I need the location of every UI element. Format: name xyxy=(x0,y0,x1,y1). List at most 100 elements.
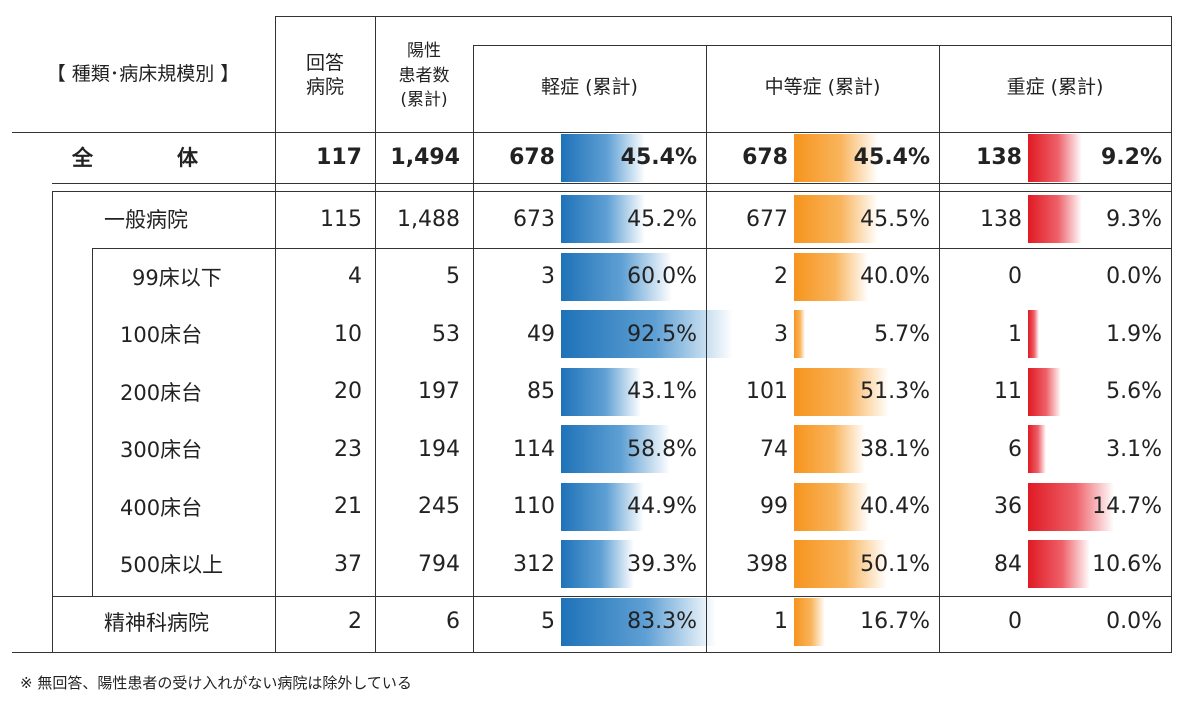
table-row: 300床台 23 194 114 58.8% 74 38.1% 6 3.1% xyxy=(12,421,1172,479)
hospitals-value: 117 xyxy=(316,145,362,171)
severe-ratio-bar xyxy=(1028,310,1039,359)
row-label: 99床以下 xyxy=(132,265,222,290)
mild-count: 114 xyxy=(513,436,555,462)
moderate-count: 3 xyxy=(774,321,788,347)
severity-table: 【 種類･病床規模別 】 回答 病院 陽性 患者数 (累計) 軽症 (累計) 中… xyxy=(12,16,1172,653)
row-label: 200床台 xyxy=(120,380,203,405)
severe-ratio-bar xyxy=(1028,540,1090,589)
table-row: 全 体 117 1,494 678 45.4% 678 45.4% 138 9.2% xyxy=(12,133,1172,191)
moderate-percent: 51.3% xyxy=(860,379,930,405)
severe-count: 0 xyxy=(1008,264,1022,290)
severe-percent: 3.1% xyxy=(1106,436,1162,462)
severe-count: 1 xyxy=(1008,321,1022,347)
patients-header-line2: 患者数 xyxy=(398,65,450,86)
severe-percent: 5.6% xyxy=(1106,379,1162,405)
moderate-ratio-bar xyxy=(794,133,878,182)
row-label: 400床台 xyxy=(120,495,203,520)
patients-value: 5 xyxy=(446,264,460,290)
patients-value: 1,488 xyxy=(397,206,460,232)
mild-count: 312 xyxy=(513,551,555,577)
moderate-count: 678 xyxy=(742,145,788,171)
hospitals-header-line1: 回答 xyxy=(305,52,344,75)
patients-header-line3: (累計) xyxy=(400,90,448,111)
row-label: 精神科病院 xyxy=(104,610,209,635)
severe-count: 138 xyxy=(976,145,1022,171)
moderate-header: 中等症 (累計) xyxy=(764,76,881,99)
moderate-ratio-bar xyxy=(794,367,889,416)
mild-percent: 45.2% xyxy=(627,206,697,232)
severe-ratio-bar xyxy=(1028,425,1046,474)
patients-value: 197 xyxy=(418,379,460,405)
moderate-count: 99 xyxy=(760,494,788,520)
moderate-ratio-bar xyxy=(794,425,865,474)
patients-value: 1,494 xyxy=(390,145,460,171)
mild-ratio-bar xyxy=(561,310,733,359)
patients-value: 6 xyxy=(446,609,460,635)
moderate-count: 1 xyxy=(774,609,788,635)
hospitals-value: 23 xyxy=(334,436,362,462)
mild-percent: 39.3% xyxy=(627,551,697,577)
moderate-percent: 40.0% xyxy=(860,264,930,290)
mild-ratio-bar xyxy=(561,367,641,416)
patients-header-line1: 陽性 xyxy=(407,41,441,62)
row-label: 全 体 xyxy=(72,146,198,170)
mild-ratio-bar xyxy=(561,425,670,474)
moderate-count: 677 xyxy=(746,206,788,232)
hospitals-value: 20 xyxy=(334,379,362,405)
moderate-percent: 45.5% xyxy=(860,206,930,232)
mild-percent: 43.1% xyxy=(627,379,697,405)
row-label: 500床以上 xyxy=(120,553,224,578)
moderate-percent: 45.4% xyxy=(853,145,930,171)
severe-count: 36 xyxy=(994,494,1022,520)
severe-percent: 0.0% xyxy=(1106,264,1162,290)
mild-count: 110 xyxy=(513,494,555,520)
mild-percent: 44.9% xyxy=(627,494,697,520)
severe-percent: 10.6% xyxy=(1092,551,1162,577)
mild-count: 673 xyxy=(513,206,555,232)
mild-percent: 58.8% xyxy=(627,436,697,462)
severe-percent: 9.3% xyxy=(1106,206,1162,232)
severe-percent: 1.9% xyxy=(1106,321,1162,347)
table-row: 99床以下 4 5 3 60.0% 2 40.0% 0 0.0% xyxy=(12,248,1172,306)
mild-count: 85 xyxy=(527,379,555,405)
severe-count: 138 xyxy=(980,206,1022,232)
mild-count: 3 xyxy=(541,264,555,290)
moderate-count: 2 xyxy=(774,264,788,290)
row-label: 一般病院 xyxy=(104,208,188,233)
mild-percent: 60.0% xyxy=(627,264,697,290)
table-row: 400床台 21 245 110 44.9% 99 40.4% 36 14.7% xyxy=(12,478,1172,536)
hospitals-value: 10 xyxy=(334,321,362,347)
moderate-ratio-bar xyxy=(794,597,825,646)
mild-ratio-bar xyxy=(561,133,645,182)
hospitals-value: 4 xyxy=(348,264,362,290)
severe-percent: 14.7% xyxy=(1092,494,1162,520)
severe-ratio-bar xyxy=(1028,482,1114,531)
mild-percent: 92.5% xyxy=(627,321,697,347)
patients-header: 陽性 患者数 (累計) xyxy=(376,28,472,124)
moderate-percent: 16.7% xyxy=(860,609,930,635)
hospitals-header: 回答 病院 xyxy=(276,40,374,112)
severe-ratio-bar xyxy=(1028,133,1082,182)
severe-count: 0 xyxy=(1008,609,1022,635)
mild-percent: 45.4% xyxy=(620,145,697,171)
hospitals-value: 21 xyxy=(334,494,362,520)
row-label: 100床台 xyxy=(120,323,203,348)
patients-value: 794 xyxy=(418,551,460,577)
row-label: 300床台 xyxy=(120,438,203,463)
moderate-ratio-bar xyxy=(794,540,887,589)
mild-header: 軽症 (累計) xyxy=(541,76,638,99)
footnote: ※ 無回答、陽性患者の受け入れがない病院は除外している xyxy=(20,674,412,692)
severe-percent: 9.2% xyxy=(1100,145,1162,171)
severe-header: 重症 (累計) xyxy=(1006,76,1104,99)
table-row: 500床以上 37 794 312 39.3% 398 50.1% 84 10.6% xyxy=(12,536,1172,594)
moderate-ratio-bar xyxy=(794,310,805,359)
moderate-percent: 50.1% xyxy=(860,551,930,577)
moderate-count: 101 xyxy=(746,379,788,405)
moderate-ratio-bar xyxy=(794,252,868,301)
severe-ratio-bar xyxy=(1028,367,1061,416)
patients-value: 53 xyxy=(432,321,460,347)
hospitals-header-line2: 病院 xyxy=(305,76,344,98)
mild-ratio-bar xyxy=(561,540,634,589)
severe-count: 84 xyxy=(994,551,1022,577)
moderate-count: 398 xyxy=(746,551,788,577)
